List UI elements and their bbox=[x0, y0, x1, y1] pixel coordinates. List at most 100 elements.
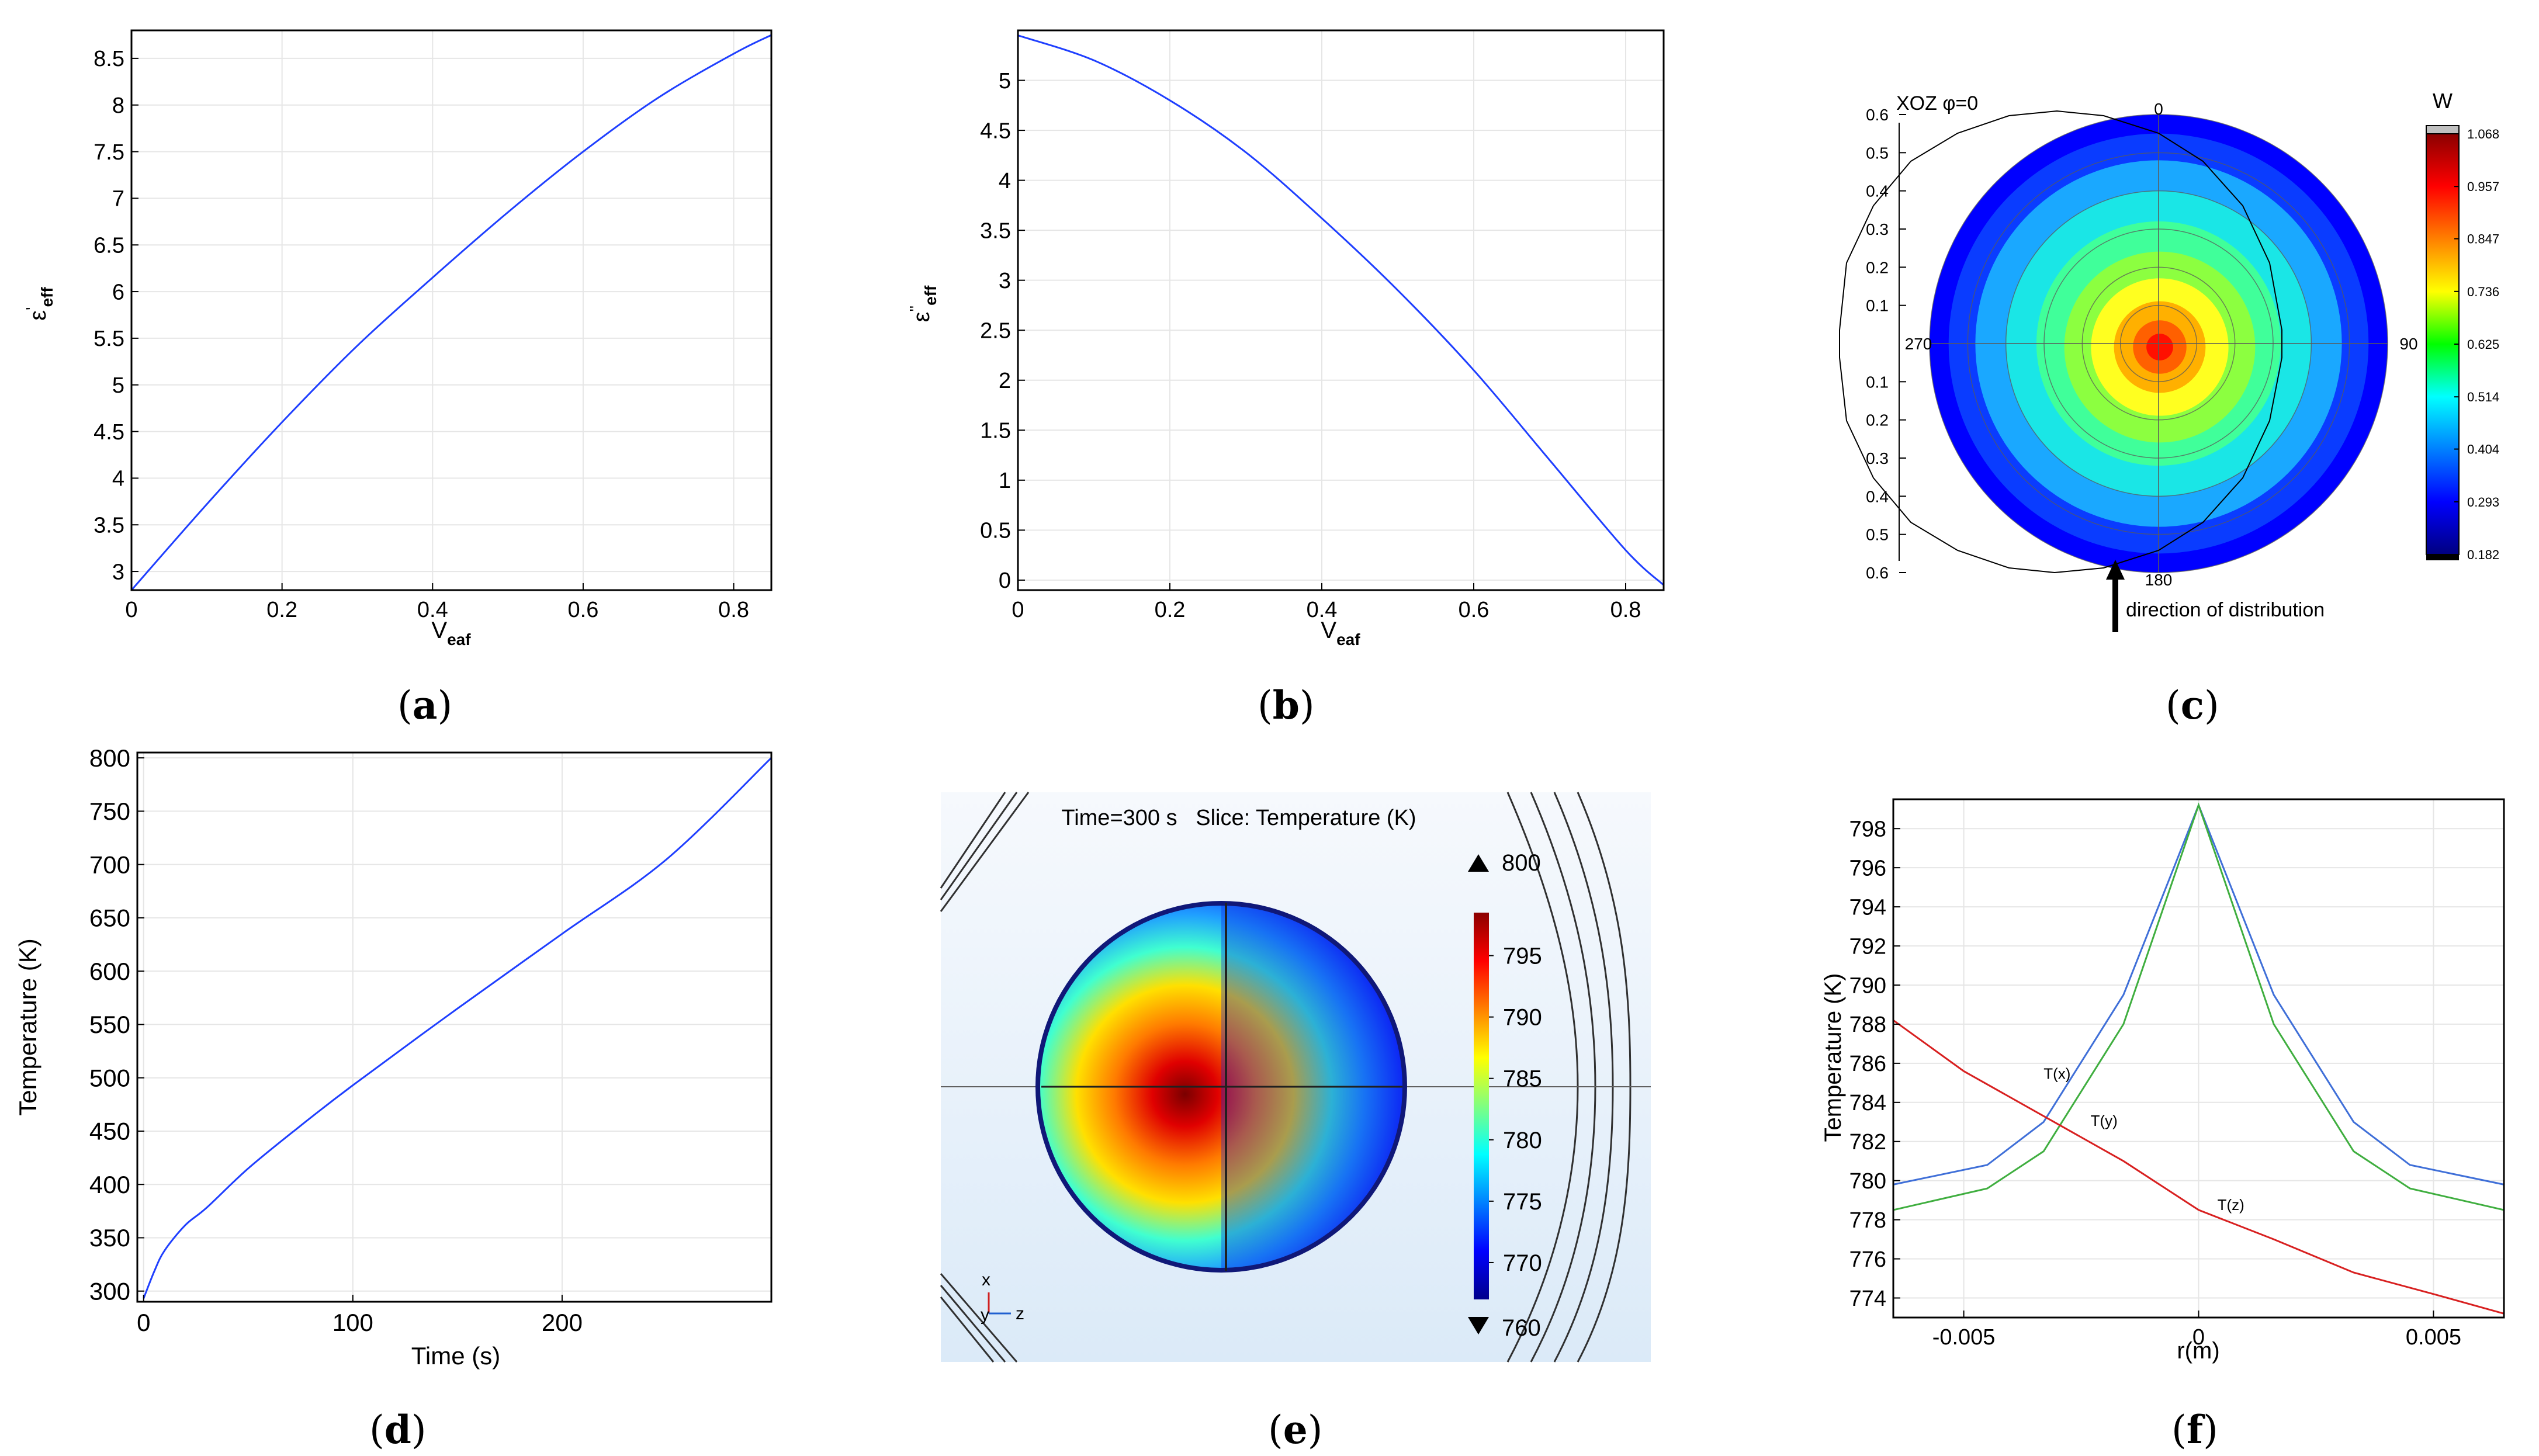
x-axis-label: Time (s) bbox=[411, 1342, 500, 1370]
radial-tick-label: 0.5 bbox=[1866, 144, 1889, 162]
panel-caption: (b) bbox=[1258, 682, 1315, 728]
x-tick-label: 0.6 bbox=[568, 598, 599, 622]
plot-frame bbox=[1017, 29, 1665, 591]
y-tick-label: 796 bbox=[1849, 856, 1886, 880]
y-axis-label: ε''eff bbox=[906, 285, 940, 322]
y-tick-label: 784 bbox=[1849, 1091, 1886, 1115]
render-title: Time=300 s Slice: Temperature (K) bbox=[1061, 806, 1416, 830]
radial-tick-labels: 0.6 0.5 0.4 0.3 0.2 0.1 0.1 0.2 0.3 0.4 0.5 0.6 bbox=[1866, 106, 1906, 582]
y-tick-label: 780 bbox=[1849, 1169, 1886, 1194]
panel-caption: (f) bbox=[2171, 1407, 2218, 1452]
plot-frame bbox=[136, 751, 773, 1303]
y-tick-label: 6.5 bbox=[93, 234, 124, 258]
colorbar-ticks: 1.068 0.957 0.847 0.736 0.625 0.514 0.404 0.293… bbox=[2454, 127, 2499, 562]
panel-e: Time=300 s Slice: Temperature (K) 800 79… bbox=[940, 792, 1651, 1452]
y-tick-label: 778 bbox=[1849, 1208, 1886, 1233]
x-tick-label: 0.2 bbox=[1155, 598, 1186, 622]
plot-frame bbox=[130, 29, 773, 591]
field-ring bbox=[2146, 334, 2173, 360]
x-axis-label: r(m) bbox=[2177, 1338, 2219, 1364]
radial-tick-label: 0.1 bbox=[1866, 373, 1889, 391]
y-tick-label: 5.5 bbox=[93, 327, 124, 351]
x-tick-label: 0.4 bbox=[1307, 598, 1338, 622]
colorbar-ticks: 795 790 785 780 775 770 bbox=[1489, 944, 1542, 1276]
colorbar-tick-label: 770 bbox=[1503, 1250, 1542, 1276]
y-tick-label: 650 bbox=[89, 904, 130, 932]
grid bbox=[1017, 30, 1664, 590]
y-tick-label: 5 bbox=[112, 373, 124, 398]
series-label: T(y) bbox=[2091, 1112, 2118, 1129]
series-line-0 bbox=[1017, 34, 1665, 586]
polar-title: XOZ φ=0 bbox=[1896, 92, 1978, 115]
direction-annotation: direction of distribution bbox=[2126, 599, 2325, 621]
tick-labels: -0.005 0 0.005 774 776 778 780 782 784 786 788 790 7… bbox=[1849, 817, 2461, 1350]
series-labels: T(x) T(y) T(z) bbox=[2043, 1065, 2244, 1214]
y-tick-label: 450 bbox=[89, 1118, 130, 1145]
radial-tick-label: 0.2 bbox=[1866, 258, 1889, 276]
y-tick-label: 8.5 bbox=[93, 47, 124, 71]
colorbar bbox=[1474, 913, 1489, 1299]
colorbar-tick-label: 0.625 bbox=[2467, 337, 2499, 352]
y-tick-label: 792 bbox=[1849, 934, 1886, 959]
panel-caption: (d) bbox=[369, 1407, 427, 1452]
radial-tick-label: 0.4 bbox=[1866, 182, 1889, 200]
panel-b: 0 0.2 0.4 0.6 0.800.511.522.533.544.55 Veaf … bbox=[906, 29, 1665, 728]
y-tick-label: 776 bbox=[1849, 1247, 1886, 1272]
colorbar bbox=[2426, 133, 2460, 555]
radial-tick-label: 0.6 bbox=[1866, 564, 1889, 582]
x-axis-label: Veaf bbox=[1321, 618, 1360, 649]
angle-label-90: 90 bbox=[2399, 335, 2417, 353]
radial-tick-label: 0.2 bbox=[1866, 411, 1889, 429]
colorbar-title: W bbox=[2433, 89, 2453, 113]
angle-label-0: 0 bbox=[2154, 100, 2163, 118]
y-tick-label: 3 bbox=[112, 560, 124, 584]
panel-f: -0.005 0 0.005 774 776 778 780 782 784 786 788 790 7… bbox=[1820, 798, 2505, 1452]
y-tick-label: 4 bbox=[999, 169, 1011, 193]
series-label: T(z) bbox=[2218, 1196, 2244, 1214]
y-tick-label: 3.5 bbox=[93, 514, 124, 538]
series-group bbox=[1017, 34, 1665, 586]
y-tick-label: 1 bbox=[999, 469, 1011, 493]
y-tick-label: 550 bbox=[89, 1011, 130, 1038]
panel-d: 0 100 200 300 350 400 450 500 550 600 650 700 750 800… bbox=[14, 744, 773, 1452]
y-tick-label: 7.5 bbox=[93, 140, 124, 165]
x-tick-label: 0.8 bbox=[1610, 598, 1641, 622]
triad-x-label: x bbox=[982, 1270, 990, 1289]
series-label: T(x) bbox=[2043, 1065, 2070, 1083]
panel-caption: (c) bbox=[2166, 682, 2219, 728]
angle-label-270: 270 bbox=[1905, 335, 1932, 353]
triad-y-label: y bbox=[981, 1305, 989, 1325]
y-tick-label: 5 bbox=[999, 69, 1011, 93]
min-marker-icon bbox=[1468, 1317, 1489, 1334]
tick-labels: 0 0.2 0.4 0.6 0.8 3 3.5 4 4.5 5 5.5 6 6.5 7 7.5 8 8.5 bbox=[93, 47, 749, 622]
y-tick-label: 3 bbox=[999, 269, 1011, 293]
panel-caption: (a) bbox=[397, 682, 452, 728]
triad-z-label: z bbox=[1016, 1304, 1024, 1323]
x-tick-label: 0.005 bbox=[2406, 1325, 2461, 1350]
radial-tick-label: 0.3 bbox=[1866, 220, 1889, 238]
y-tick-label: 4.5 bbox=[980, 119, 1011, 143]
y-axis-label: Temperature (K) bbox=[1820, 973, 1846, 1142]
x-tick-label: 0 bbox=[1012, 598, 1024, 622]
y-tick-label: 300 bbox=[89, 1277, 130, 1305]
y-tick-label: 8 bbox=[112, 93, 124, 118]
colorbar-overflow-cap bbox=[2426, 125, 2460, 134]
tick-labels: 0 100 200 300 350 400 450 500 550 600 650 700 750 800 bbox=[89, 744, 583, 1336]
y-tick-label: 774 bbox=[1849, 1287, 1886, 1311]
min-marker-label: 760 bbox=[1502, 1315, 1541, 1341]
colorbar-tick-label: 775 bbox=[1503, 1189, 1542, 1215]
series-line-1 bbox=[1893, 802, 2505, 1211]
y-tick-label: 2 bbox=[999, 369, 1011, 393]
colorbar-tick-label: 0.847 bbox=[2467, 232, 2499, 247]
y-tick-label: 600 bbox=[89, 958, 130, 985]
radial-tick-label: 0.4 bbox=[1866, 487, 1889, 505]
y-tick-label: 0 bbox=[999, 568, 1011, 593]
panel-a: 0 0.2 0.4 0.6 0.8 3 3.5 4 4.5 5 5.5 6 6.5 7 7.5 8 8.5 Ve… bbox=[23, 29, 773, 728]
x-tick-label: 0.6 bbox=[1459, 598, 1490, 622]
y-tick-label: 0.5 bbox=[980, 519, 1011, 543]
grid bbox=[137, 753, 771, 1302]
radial-tick-label: 0.6 bbox=[1866, 106, 1889, 124]
panel-c: XOZ φ=0 0.60.50.40.30.20.10.10.20.30.40.… bbox=[1839, 89, 2499, 728]
x-tick-label: 0.2 bbox=[266, 598, 297, 622]
radial-tick-label: 0.5 bbox=[1866, 526, 1889, 544]
